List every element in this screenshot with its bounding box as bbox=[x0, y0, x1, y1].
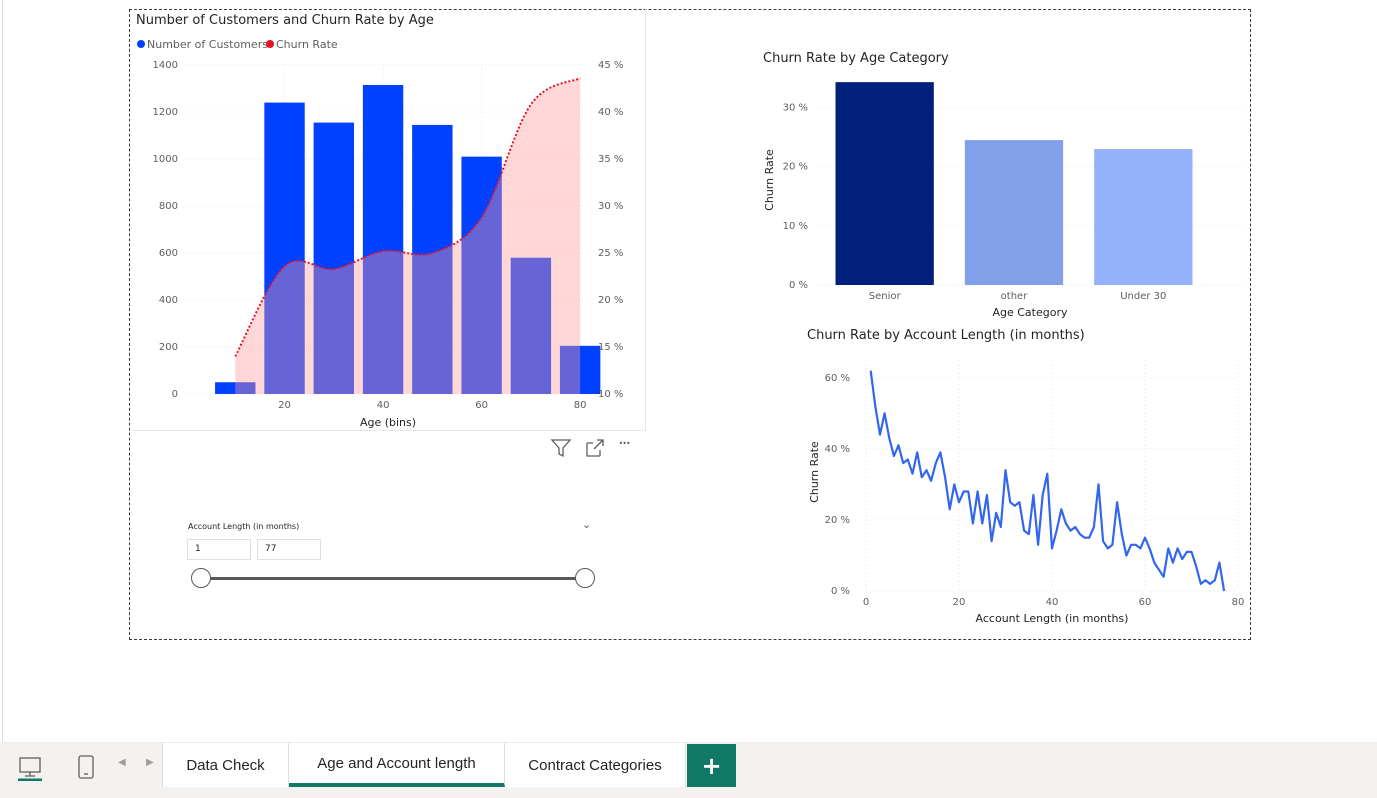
customer-count-bar bbox=[461, 156, 502, 394]
x-tick-label: 40 bbox=[377, 400, 390, 411]
tab-contract-categories[interactable]: Contract Categories bbox=[505, 743, 686, 787]
customer-count-bar bbox=[215, 382, 256, 394]
y-tick-label: 1200 bbox=[153, 107, 178, 118]
y-tick-label: 0 % bbox=[789, 280, 808, 291]
category-label: Under 30 bbox=[1120, 291, 1166, 302]
y2-tick-label: 10 % bbox=[598, 389, 623, 400]
age-category-bar bbox=[964, 140, 1064, 285]
desktop-icon[interactable] bbox=[10, 747, 50, 787]
age-category-chart-visual[interactable]: Churn Rate by Age Category Churn Rate 30… bbox=[758, 40, 1248, 322]
previous-page-icon[interactable]: ◀ bbox=[118, 757, 126, 768]
age-category-x-axis-title: Age Category bbox=[992, 306, 1068, 319]
age-category-bar bbox=[835, 82, 934, 285]
y2-tick-label: 40 % bbox=[598, 107, 623, 118]
y-tick-label: 30 % bbox=[783, 103, 808, 114]
legend-marker-customers bbox=[137, 40, 145, 48]
tab-data-check[interactable]: Data Check bbox=[163, 743, 289, 787]
visual-header-toolbar: ··· bbox=[548, 433, 648, 463]
slider-min-handle[interactable] bbox=[191, 568, 211, 588]
account-length-chart-title: Churn Rate by Account Length (in months) bbox=[807, 328, 1085, 343]
y-tick-label: 40 % bbox=[825, 444, 850, 455]
y-tick-label: 1400 bbox=[153, 60, 178, 71]
x-tick-label: 80 bbox=[1232, 597, 1245, 608]
y2-tick-label: 20 % bbox=[598, 295, 623, 306]
account-length-slicer: Account Length (in months) ⌄ 1 77 bbox=[186, 518, 606, 598]
y-tick-label: 800 bbox=[159, 201, 178, 212]
next-page-icon[interactable]: ▶ bbox=[146, 757, 154, 768]
customer-count-bar bbox=[362, 84, 404, 394]
legend-label-customers: Number of Customers bbox=[147, 38, 268, 51]
page-navigation-bar: ◀ ▶ Data Check Age and Account length Co… bbox=[0, 742, 1377, 798]
y-tick-label: 0 bbox=[172, 389, 178, 400]
y-tick-label: 0 % bbox=[831, 586, 850, 597]
combo-chart-title: Number of Customers and Churn Rate by Ag… bbox=[136, 13, 434, 28]
churn-rate-area bbox=[235, 78, 581, 394]
age-category-chart: Churn Rate by Age Category Churn Rate 30… bbox=[763, 51, 1246, 319]
slicer-title: Account Length (in months) bbox=[188, 522, 300, 531]
y-tick-label: 20 % bbox=[783, 162, 808, 173]
legend-marker-churn bbox=[266, 40, 274, 48]
y-tick-label: 200 bbox=[159, 342, 178, 353]
legend-label-churn: Churn Rate bbox=[276, 38, 338, 51]
customer-count-bar bbox=[264, 102, 305, 394]
y-tick-label: 1000 bbox=[153, 154, 178, 165]
y-tick-label: 20 % bbox=[825, 515, 850, 526]
x-tick-label: 80 bbox=[574, 400, 587, 411]
age-category-bar bbox=[1094, 148, 1193, 285]
focus-mode-icon[interactable] bbox=[584, 437, 606, 463]
account-length-x-axis-title: Account Length (in months) bbox=[976, 612, 1129, 625]
customer-count-bar bbox=[412, 124, 453, 395]
y2-tick-label: 25 % bbox=[598, 248, 623, 259]
x-tick-label: 60 bbox=[1139, 597, 1152, 608]
slicer-min-input[interactable]: 1 bbox=[187, 539, 251, 560]
more-options-icon[interactable]: ··· bbox=[618, 433, 631, 454]
chevron-down-icon[interactable]: ⌄ bbox=[582, 518, 592, 531]
left-rule bbox=[2, 0, 3, 797]
y-tick-label: 10 % bbox=[783, 221, 808, 232]
category-label: other bbox=[1001, 291, 1029, 302]
slider-track[interactable] bbox=[200, 577, 586, 580]
x-tick-label: 40 bbox=[1046, 597, 1059, 608]
age-category-chart-title: Churn Rate by Age Category bbox=[763, 51, 949, 66]
category-label: Senior bbox=[869, 291, 902, 302]
y2-tick-label: 45 % bbox=[598, 60, 623, 71]
customer-count-bar bbox=[510, 257, 552, 394]
account-length-chart-visual[interactable]: Churn Rate by Account Length (in months)… bbox=[800, 320, 1250, 630]
tab-divider bbox=[162, 743, 163, 787]
tab-age-and-account-length[interactable]: Age and Account length bbox=[289, 743, 505, 787]
combo-x-axis-title: Age (bins) bbox=[360, 416, 416, 429]
account-length-chart: Churn Rate by Account Length (in months)… bbox=[807, 328, 1245, 625]
combo-chart-visual[interactable]: Number of Customers and Churn Rate by Ag… bbox=[132, 9, 646, 431]
y-tick-label: 60 % bbox=[825, 373, 850, 384]
churn-rate-line bbox=[234, 77, 581, 357]
account-length-y-axis-title: Churn Rate bbox=[808, 441, 821, 503]
y-tick-label: 600 bbox=[159, 248, 178, 259]
slicer-max-input[interactable]: 77 bbox=[257, 539, 321, 560]
x-tick-label: 20 bbox=[278, 400, 291, 411]
y2-tick-label: 35 % bbox=[598, 154, 623, 165]
y2-tick-label: 15 % bbox=[598, 342, 623, 353]
combo-chart: Number of Customers and Churn Rate by Ag… bbox=[132, 9, 646, 431]
customer-count-bar bbox=[313, 122, 355, 394]
x-tick-label: 0 bbox=[863, 597, 869, 608]
age-category-y-axis-title: Churn Rate bbox=[763, 149, 776, 211]
report-canvas bbox=[129, 9, 1251, 640]
customer-count-bar bbox=[559, 345, 601, 394]
slider-max-handle[interactable] bbox=[575, 568, 595, 588]
churn-rate-line bbox=[869, 370, 1226, 592]
mobile-icon[interactable] bbox=[66, 747, 106, 787]
add-page-button[interactable]: + bbox=[687, 744, 736, 787]
x-tick-label: 20 bbox=[953, 597, 966, 608]
x-tick-label: 60 bbox=[475, 400, 488, 411]
y2-tick-label: 30 % bbox=[598, 201, 623, 212]
filter-icon[interactable] bbox=[550, 437, 572, 463]
y-tick-label: 400 bbox=[159, 295, 178, 306]
